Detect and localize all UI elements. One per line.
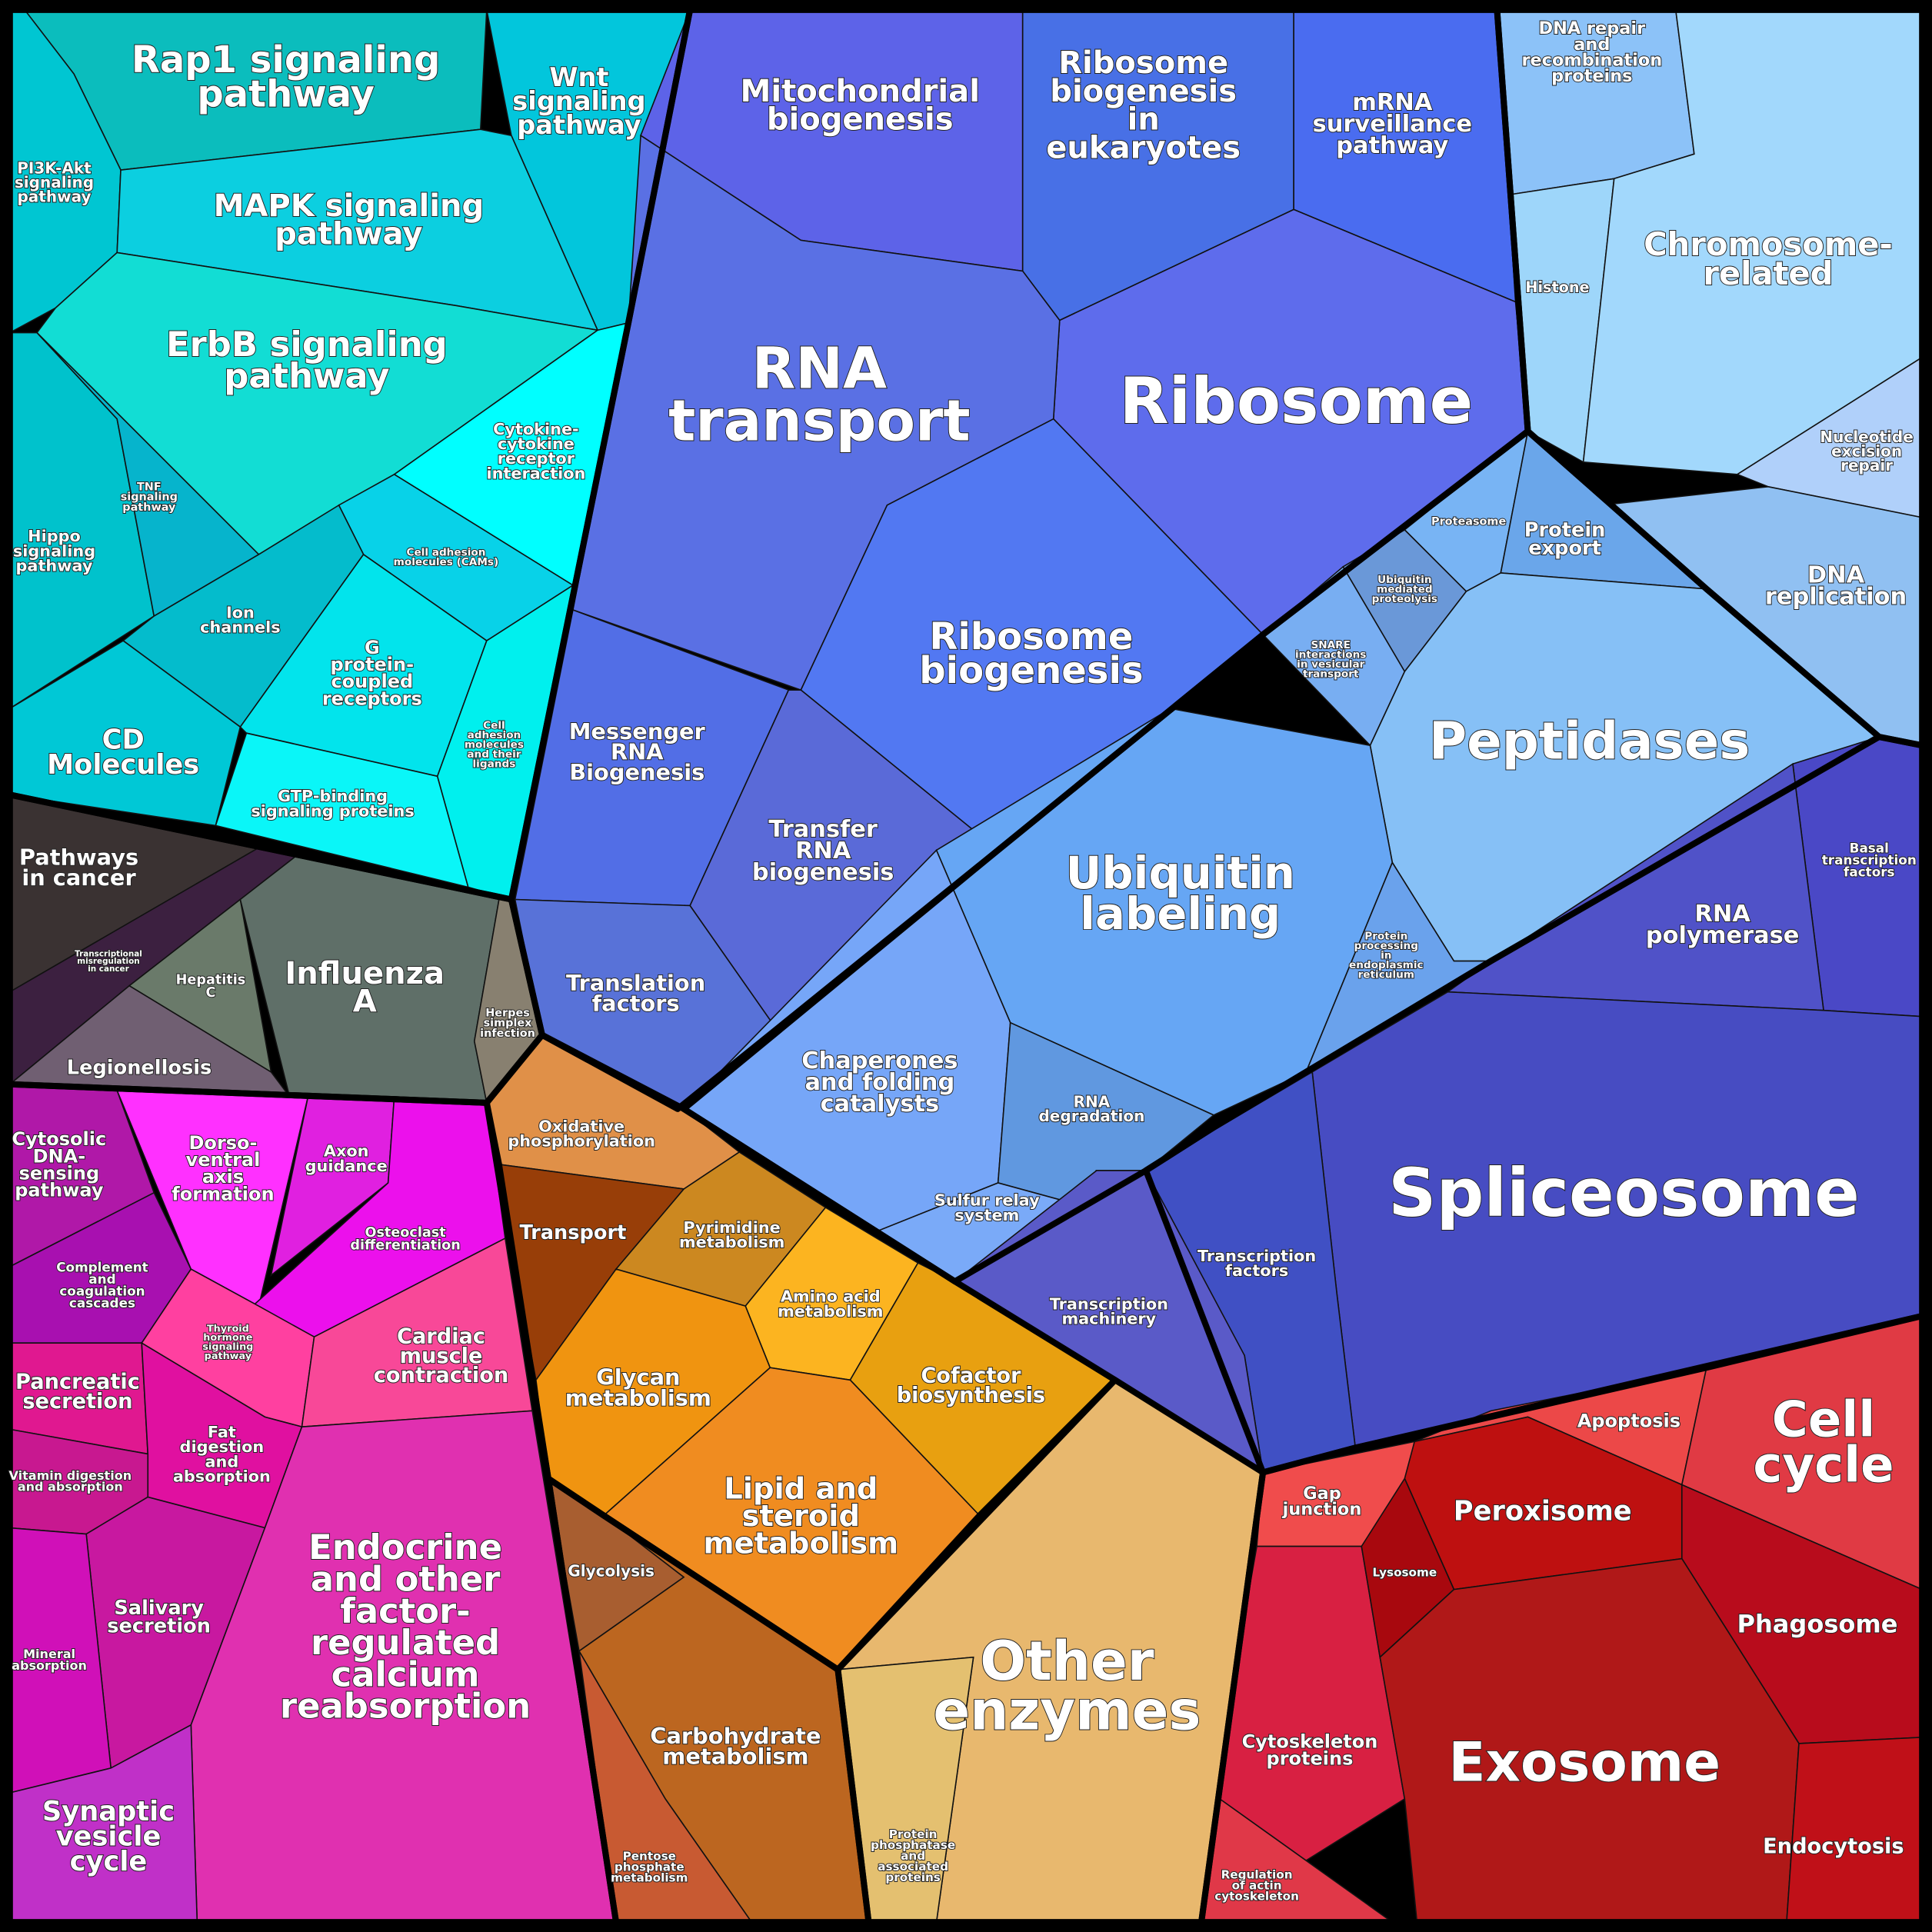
label-tnf: TNF signaling pathway — [121, 481, 178, 514]
label-lipid: Lipid and steroid metabolism — [704, 1472, 899, 1561]
label-dnarep: DNA replication — [1765, 562, 1907, 611]
label-hippo: Hippo signaling pathway — [13, 527, 95, 575]
cell-endocytosis — [1786, 1737, 1923, 1923]
label-ner: Nucleotide excision repair — [1820, 428, 1913, 475]
label-gtp: GTP-binding signaling proteins — [251, 787, 414, 820]
label-legion: Legionellosis — [67, 1056, 212, 1079]
label-salivary: Salivary secretion — [107, 1597, 211, 1638]
label-proteasome: Proteasome — [1431, 516, 1506, 528]
label-snare: SNARE interactions in vesicular transport — [1295, 639, 1366, 681]
label-pyrimidine: Pyrimidine metabolism — [679, 1218, 784, 1251]
label-ribeuk: Ribosome biogenesis in eukaryotes — [1046, 45, 1241, 166]
label-ribosome: Ribosome — [1120, 364, 1474, 438]
label-rnatransport: RNA transport — [668, 337, 971, 455]
label-celladh: Cell adhesion molecules and their ligands — [465, 719, 524, 770]
label-ribbio: Ribosome biogenesis — [919, 615, 1143, 692]
cell-hepc — [128, 898, 272, 1074]
label-apoptosis: Apoptosis — [1577, 1411, 1681, 1432]
label-trna: Transfer RNA biogenesis — [752, 816, 894, 886]
label-endocrine: Endocrine and other factor-regulated calciu… — [280, 1527, 531, 1726]
label-rnadeg: RNA degradation — [1038, 1093, 1144, 1125]
label-cardiac: Cardiac muscle contraction — [374, 1325, 509, 1387]
label-peroxisome: Peroxisome — [1454, 1495, 1632, 1527]
label-synaptic: Synaptic vesicle cycle — [42, 1796, 175, 1877]
label-pi3k: PI3K-Akt signaling pathway — [15, 159, 94, 206]
label-cd: CD Molecules — [47, 724, 199, 780]
label-spliceosome: Spliceosome — [1388, 1155, 1860, 1232]
label-transfac: Translation factors — [566, 970, 705, 1017]
group-other-enzymes-border — [834, 1377, 1267, 1926]
label-transcmach: Transcription machinery — [1050, 1294, 1168, 1327]
label-mapk: MAPK signaling pathway — [214, 188, 485, 252]
label-ubmed: Ubiquitin mediated proteolysis — [1372, 574, 1437, 605]
label-vitamin: Vitamin digestion and absorption — [9, 1468, 132, 1494]
label-cytosolic: Cytosolic DNA-sensing pathway — [12, 1128, 107, 1201]
label-cytoskel: Cytoskeleton proteins — [1242, 1730, 1378, 1769]
label-rnapol: RNA polymerase — [1646, 901, 1800, 949]
label-protexport: Protein export — [1524, 518, 1606, 560]
label-transcfac: Transcription factors — [1198, 1247, 1316, 1280]
label-rap1: Rap1 signaling pathway — [132, 38, 441, 115]
label-mrna: mRNA surveillance pathway — [1313, 89, 1472, 159]
label-erbb: ErbB signaling pathway — [166, 324, 448, 396]
label-messenger: Messenger RNA Biogenesis — [569, 718, 706, 785]
label-ubiq: Ubiquitin labeling — [1066, 847, 1295, 940]
label-mineral: Mineral absorption — [12, 1647, 87, 1673]
label-glycolysis: Glycolysis — [568, 1562, 655, 1581]
label-cofactor: Cofactor biosynthesis — [897, 1364, 1045, 1407]
label-cancer: Pathways in cancer — [19, 844, 138, 891]
label-cellcycle: Cell cycle — [1753, 1391, 1894, 1494]
label-sulfur: Sulfur relay system — [934, 1191, 1040, 1224]
label-phosphatase: Protein phosphatase and associated proteins — [871, 1827, 955, 1884]
label-chromo: Chromosome-related — [1644, 225, 1893, 292]
label-gap: Gap junction — [1282, 1484, 1362, 1520]
label-chaperones: Chaperones and folding catalysts — [801, 1048, 958, 1118]
label-dorso: Dorso-ventral axis formation — [172, 1132, 274, 1204]
label-ion: Ion channels — [200, 604, 280, 637]
label-transmis: Transcriptional misregulation in cancer — [75, 950, 142, 974]
label-amino: Amino acid metabolism — [778, 1287, 883, 1321]
label-dnarepair: DNA repair and recombination proteins — [1521, 18, 1662, 86]
label-cams: Cell adhesion molecules (CAMs) — [394, 547, 499, 569]
group-organismal-border — [6, 1081, 620, 1926]
label-exosome: Exosome — [1448, 1731, 1720, 1794]
label-hepc: Hepatitis C — [176, 973, 246, 1001]
label-osteo: Osteoclast differentiation — [350, 1225, 460, 1253]
label-mito: Mitochondrial biogenesis — [741, 74, 980, 138]
label-glycan: Glycan metabolism — [565, 1364, 711, 1411]
label-carbo: Carbohydrate metabolism — [650, 1723, 821, 1770]
label-thyroid: Thyroid hormone signaling pathway — [202, 1323, 253, 1361]
label-actin: Regulation of actin cytoskeleton — [1214, 1867, 1299, 1903]
label-phagosome: Phagosome — [1737, 1610, 1898, 1639]
label-endocytosis: Endocytosis — [1763, 1834, 1904, 1858]
label-pentose: Pentose phosphate metabolism — [611, 1849, 688, 1884]
label-lysosome: Lysosome — [1372, 1566, 1437, 1580]
label-complement: Complement and coagulation cascades — [56, 1260, 148, 1311]
label-proter: Protein processing in endoplasmic reticulum — [1349, 930, 1424, 981]
label-oxphos: Oxidative phosphorylation — [508, 1118, 655, 1151]
label-influenza: Influenza A — [285, 956, 445, 1020]
label-transport: Transport — [519, 1221, 626, 1244]
label-fat: Fat digestion and absorption — [173, 1423, 271, 1485]
label-histone: Histone — [1525, 278, 1589, 296]
label-basal: Basal transcription factors — [1822, 841, 1917, 880]
label-wnt: Wnt signaling pathway — [512, 62, 645, 140]
label-peptidases: Peptidases — [1429, 711, 1750, 771]
label-pancreatic: Pancreatic secretion — [15, 1371, 140, 1414]
label-axon: Axon guidance — [305, 1142, 388, 1175]
label-herpes: Herpes simplex infection — [480, 1007, 535, 1040]
label-cytokine: Cytokine-cytokine receptor interaction — [486, 420, 585, 482]
label-otherenz: Other enzymes — [933, 1630, 1201, 1743]
